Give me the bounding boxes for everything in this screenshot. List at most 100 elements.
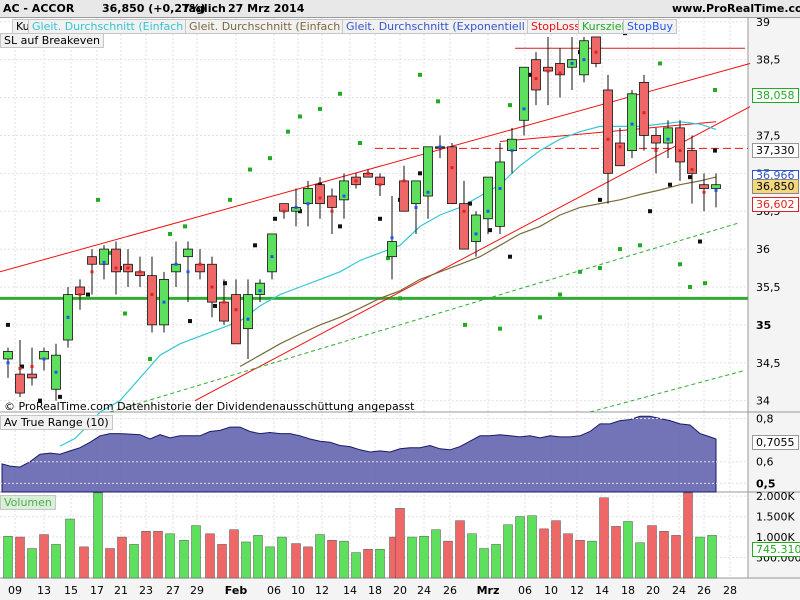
candle-marker <box>330 209 334 213</box>
candle-marker <box>642 111 646 115</box>
legend-sma20[interactable]: Gleit. Durchschnitt (Einfach 20) <box>28 19 210 34</box>
candle-body <box>327 195 337 208</box>
atr-tick-label: 0,8 <box>756 412 774 425</box>
price-tick-label: 35,5 <box>756 281 781 294</box>
legend-kursziel[interactable]: Kursziel <box>578 19 629 34</box>
volume-bar <box>503 524 513 579</box>
volume-bar <box>479 548 489 579</box>
channel-lower-line <box>194 106 751 402</box>
candle-marker <box>678 149 682 153</box>
x-tick-label: 09 <box>8 584 22 597</box>
volume-bar <box>229 529 239 579</box>
x-tick-label: Mrz <box>477 584 500 597</box>
candle-body <box>219 301 229 322</box>
candle-body <box>15 373 25 394</box>
x-tick-label: 24 <box>672 584 686 597</box>
stoploss-marker <box>598 197 602 202</box>
stoploss-marker <box>6 322 10 327</box>
x-tick-label: 06 <box>267 584 281 597</box>
volume-bar <box>467 533 477 579</box>
stoploss-marker <box>488 228 492 233</box>
candle-body <box>663 127 673 144</box>
legend-stopbuy[interactable]: StopBuy <box>623 19 678 34</box>
candle-marker <box>510 149 514 153</box>
candle-marker <box>366 171 370 175</box>
kursziel-marker <box>268 156 272 161</box>
kursziel-marker <box>538 315 542 320</box>
candle-marker <box>282 209 286 213</box>
period-label: Täglich <box>182 2 226 15</box>
price-label-last: 36,850 <box>752 179 799 194</box>
x-tick-label: 12 <box>315 584 329 597</box>
kursziel-marker <box>418 72 422 77</box>
kursziel-marker <box>658 61 662 66</box>
volume-last-label: 745.310 <box>752 542 800 557</box>
candle-marker <box>354 179 358 183</box>
x-axis-bg <box>0 578 800 600</box>
atr-title[interactable]: Av True Range (10) <box>0 415 113 430</box>
kursziel-marker <box>358 141 362 146</box>
volume-bar <box>265 546 275 579</box>
volume-bar <box>277 536 287 579</box>
legend-sma40[interactable]: Gleit. Durchschnitt (Einfach 40) <box>185 19 367 34</box>
x-tick-label: 26 <box>697 584 711 597</box>
candle-body <box>519 66 529 121</box>
candle-marker <box>498 186 502 190</box>
x-tick-label: 14 <box>343 584 357 597</box>
volume-bar <box>551 520 561 579</box>
volume-bar <box>15 536 25 579</box>
kursziel-marker <box>463 322 467 327</box>
candle-body <box>459 203 469 250</box>
candle-body <box>207 263 217 303</box>
stoploss-marker <box>688 175 692 180</box>
x-tick-label: 18 <box>368 584 382 597</box>
copyright-note: © ProRealTime.com Datenhistorie der Divi… <box>4 400 415 413</box>
volume-title[interactable]: Volumen <box>0 495 56 510</box>
legend-sl-breakeven[interactable]: SL auf Breakeven <box>0 33 105 48</box>
candle-marker <box>558 71 562 75</box>
candle-marker <box>90 270 94 274</box>
stoploss-marker <box>338 224 342 229</box>
candle-marker <box>246 317 250 321</box>
candle-marker <box>546 69 550 73</box>
kursziel-marker <box>703 281 707 286</box>
price-label-red: 36,602 <box>752 197 799 212</box>
candle-body <box>315 184 325 205</box>
x-tick-label: 29 <box>190 584 204 597</box>
candle-marker <box>258 289 262 293</box>
volume-bar <box>65 518 75 579</box>
site-url[interactable]: www.ProRealTime.com <box>672 2 800 15</box>
stoploss-marker <box>713 148 717 153</box>
candle-marker <box>702 190 706 194</box>
volume-bar <box>611 526 621 579</box>
volume-bar <box>241 541 251 579</box>
stoploss-marker <box>273 216 277 221</box>
candle-marker <box>78 293 82 297</box>
candle-body <box>111 248 121 273</box>
volume-bar <box>443 540 453 579</box>
stoploss-marker <box>223 281 227 286</box>
candle-body <box>303 188 313 205</box>
candle-marker <box>66 315 70 319</box>
x-tick-label: 17 <box>90 584 104 597</box>
candle-marker <box>174 262 178 266</box>
volume-bar <box>683 492 693 579</box>
candle-body <box>243 294 253 330</box>
x-tick-label: 12 <box>570 584 584 597</box>
candle-body <box>579 40 589 76</box>
candle-body <box>555 63 565 76</box>
legend-stoploss[interactable]: StopLoss <box>527 19 585 34</box>
price-tick-label: 35 <box>756 319 771 332</box>
candle-body <box>267 233 277 273</box>
x-tick-label: 06 <box>518 584 532 597</box>
candle-marker <box>210 285 214 289</box>
volume-bar <box>165 533 175 579</box>
volume-bar <box>491 544 501 579</box>
x-tick-label: 15 <box>64 584 78 597</box>
candle-marker <box>474 232 478 236</box>
candle-marker <box>138 270 142 274</box>
candle-marker <box>582 58 586 62</box>
stoploss-marker <box>38 398 42 403</box>
legend-ema200[interactable]: Gleit. Durchschnitt (Exponentiell 200) <box>342 19 558 34</box>
kursziel-marker <box>108 250 112 255</box>
